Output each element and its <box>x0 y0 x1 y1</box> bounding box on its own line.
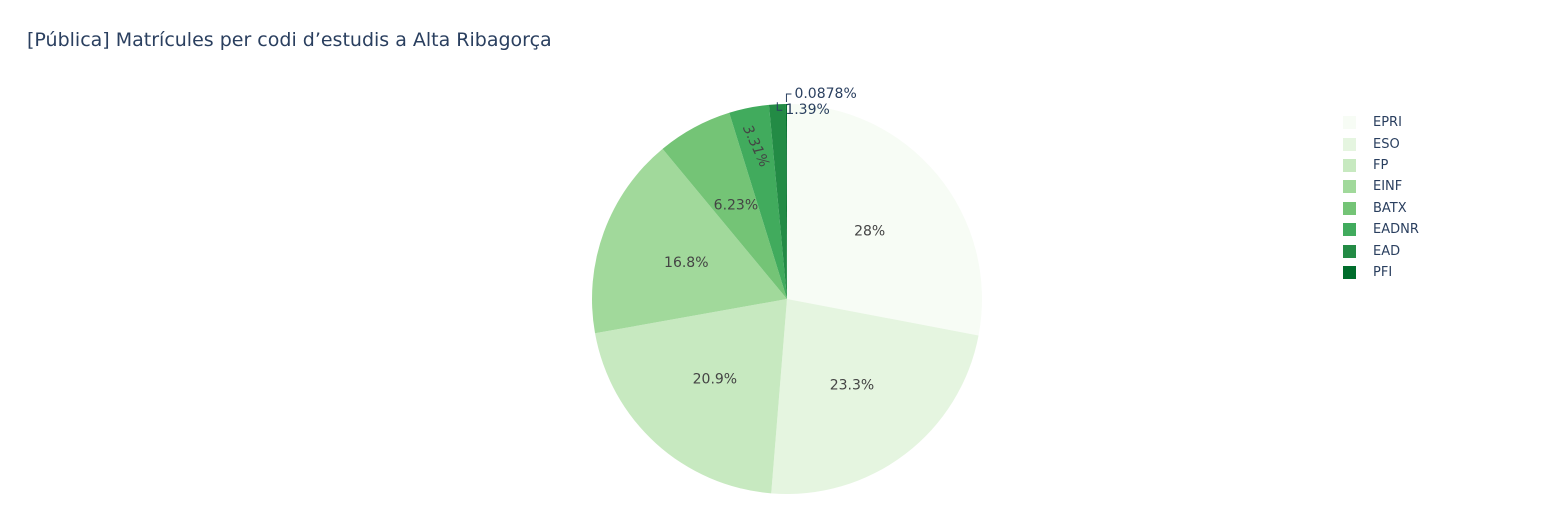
pie-slice-batx[interactable] <box>662 112 787 300</box>
legend-label: ESO <box>1373 136 1400 152</box>
legend-item-ead[interactable]: EAD <box>1343 240 1419 261</box>
pie-slices <box>592 104 982 494</box>
legend-swatch <box>1343 265 1356 279</box>
legend-swatch <box>1343 244 1356 258</box>
leader-line-pfi <box>785 93 792 103</box>
pie-slice-eso[interactable] <box>771 299 979 494</box>
legend-swatch <box>1343 201 1356 215</box>
legend-swatch <box>1343 137 1356 151</box>
slice-label-ead: 1.39% <box>785 102 829 118</box>
chart-title: [Pública] Matrícules per codi d’estudis … <box>27 29 552 51</box>
legend-item-eadnr[interactable]: EADNR <box>1343 219 1419 240</box>
legend-swatch <box>1343 223 1356 237</box>
pie-slice-pfi[interactable] <box>785 104 787 299</box>
slice-label-batx: 6.23% <box>714 198 758 214</box>
legend-label: EADNR <box>1373 222 1419 238</box>
legend-swatch <box>1343 116 1356 130</box>
slice-label-fp: 20.9% <box>693 371 737 387</box>
pie-slice-fp[interactable] <box>595 299 787 494</box>
legend-item-epri[interactable]: EPRI <box>1343 112 1419 133</box>
legend-label: EINF <box>1373 179 1403 195</box>
legend-swatch <box>1343 158 1356 172</box>
legend-item-batx[interactable]: BATX <box>1343 198 1419 219</box>
slice-label-einf: 16.8% <box>664 255 708 271</box>
legend-item-eso[interactable]: ESO <box>1343 133 1419 154</box>
legend-item-fp[interactable]: FP <box>1343 155 1419 176</box>
pie-slice-eadnr[interactable] <box>729 104 787 299</box>
slice-label-epri: 28% <box>854 224 885 240</box>
pie-slice-epri[interactable] <box>787 104 982 336</box>
slice-label-eso: 23.3% <box>830 377 874 393</box>
legend-swatch <box>1343 180 1356 194</box>
legend-label: EAD <box>1373 243 1401 259</box>
legend-label: BATX <box>1373 200 1407 216</box>
slice-label-pfi: 0.0878% <box>794 86 856 102</box>
legend-label: PFI <box>1373 264 1393 280</box>
legend-item-einf[interactable]: EINF <box>1343 176 1419 197</box>
legend-item-pfi[interactable]: PFI <box>1343 262 1419 283</box>
legend-label: EPRI <box>1373 115 1402 131</box>
pie-slice-ead[interactable] <box>768 104 787 300</box>
pie-labels: 28%23.3%20.9%16.8%6.23%3.31%1.39%0.0878% <box>664 86 885 393</box>
legend: EPRI ESO FP EINF BATX EADNR EAD PFI <box>1343 112 1419 283</box>
legend-label: FP <box>1373 157 1389 173</box>
pie-slice-einf[interactable] <box>592 148 787 334</box>
leader-line-ead <box>776 102 783 111</box>
